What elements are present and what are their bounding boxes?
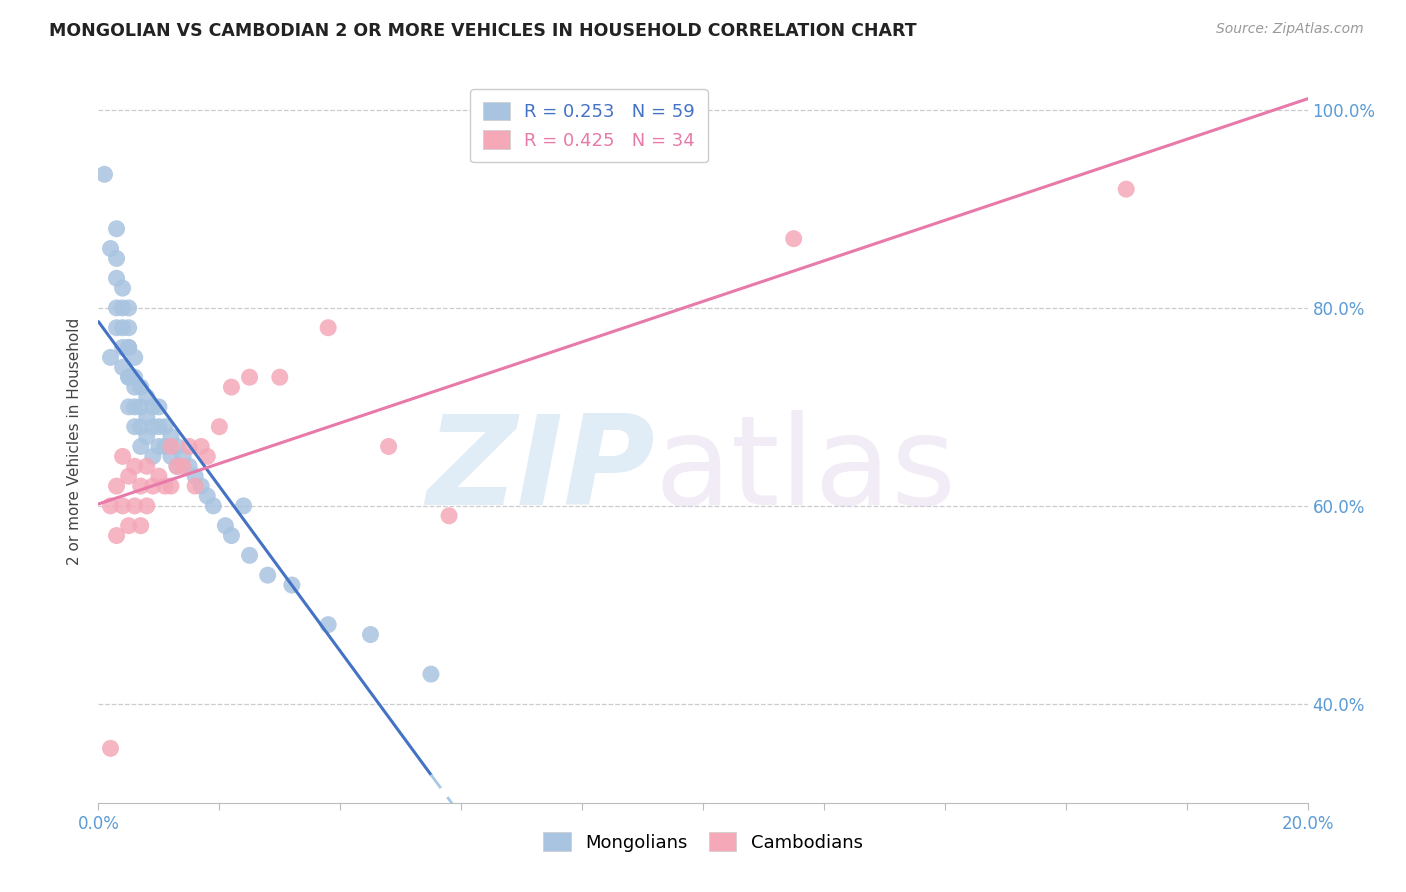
Point: [135, 459, 157, 474]
Point: [184, 469, 207, 483]
Point: [135, 390, 157, 404]
Point: [135, 499, 157, 513]
Point: [184, 479, 207, 493]
Text: ZIP: ZIP: [426, 410, 655, 531]
Point: [111, 320, 134, 334]
Point: [148, 469, 170, 483]
Point: [124, 380, 146, 394]
Point: [377, 440, 399, 454]
Point: [281, 578, 304, 592]
Point: [111, 450, 134, 464]
Point: [118, 301, 141, 315]
Point: [316, 617, 339, 632]
Point: [93, 167, 115, 181]
Point: [142, 400, 165, 414]
Point: [118, 341, 141, 355]
Point: [239, 549, 262, 563]
Point: [118, 400, 141, 414]
Point: [166, 459, 188, 474]
Point: [166, 440, 188, 454]
Point: [129, 440, 152, 454]
Point: [437, 508, 460, 523]
Point: [124, 351, 146, 365]
Point: [269, 370, 291, 384]
Point: [148, 440, 170, 454]
Point: [105, 479, 128, 493]
Point: [118, 341, 141, 355]
Point: [190, 440, 212, 454]
Point: [190, 479, 212, 493]
Point: [360, 627, 382, 641]
Point: [420, 667, 443, 681]
Point: [160, 440, 183, 454]
Point: [105, 252, 128, 266]
Point: [111, 499, 134, 513]
Point: [160, 450, 183, 464]
Point: [172, 459, 194, 474]
Point: [111, 301, 134, 315]
Point: [100, 242, 122, 256]
Point: [105, 301, 128, 315]
Point: [195, 489, 218, 503]
Legend: Mongolians, Cambodians: Mongolians, Cambodians: [536, 825, 870, 859]
Point: [153, 440, 176, 454]
Point: [129, 518, 152, 533]
Point: [105, 528, 128, 542]
Point: [111, 360, 134, 375]
Point: [256, 568, 278, 582]
Point: [100, 351, 122, 365]
Point: [118, 518, 141, 533]
Point: [153, 419, 176, 434]
Point: [208, 419, 231, 434]
Point: [135, 429, 157, 443]
Point: [135, 409, 157, 424]
Point: [124, 419, 146, 434]
Point: [118, 469, 141, 483]
Point: [124, 499, 146, 513]
Point: [221, 528, 243, 542]
Point: [118, 370, 141, 384]
Y-axis label: 2 or more Vehicles in Household: 2 or more Vehicles in Household: [67, 318, 83, 566]
Point: [179, 440, 201, 454]
Point: [160, 479, 183, 493]
Point: [172, 450, 194, 464]
Point: [142, 450, 165, 464]
Point: [142, 419, 165, 434]
Point: [232, 499, 254, 513]
Point: [195, 450, 218, 464]
Point: [142, 479, 165, 493]
Point: [105, 221, 128, 235]
Point: [105, 271, 128, 285]
Point: [214, 518, 236, 533]
Point: [239, 370, 262, 384]
Point: [124, 370, 146, 384]
Point: [124, 459, 146, 474]
Point: [166, 459, 188, 474]
Point: [129, 400, 152, 414]
Point: [100, 499, 122, 513]
Point: [105, 320, 128, 334]
Point: [316, 320, 339, 334]
Point: [129, 479, 152, 493]
Point: [783, 232, 806, 246]
Text: MONGOLIAN VS CAMBODIAN 2 OR MORE VEHICLES IN HOUSEHOLD CORRELATION CHART: MONGOLIAN VS CAMBODIAN 2 OR MORE VEHICLE…: [49, 22, 917, 40]
Point: [124, 400, 146, 414]
Point: [153, 479, 176, 493]
Point: [118, 370, 141, 384]
Point: [179, 459, 201, 474]
Point: [118, 320, 141, 334]
Text: Source: ZipAtlas.com: Source: ZipAtlas.com: [1216, 22, 1364, 37]
Point: [221, 380, 243, 394]
Point: [148, 419, 170, 434]
Point: [129, 380, 152, 394]
Point: [1115, 182, 1137, 196]
Point: [129, 419, 152, 434]
Point: [160, 429, 183, 443]
Point: [111, 341, 134, 355]
Point: [111, 281, 134, 295]
Point: [202, 499, 225, 513]
Point: [148, 400, 170, 414]
Text: atlas: atlas: [655, 410, 956, 531]
Point: [100, 741, 122, 756]
